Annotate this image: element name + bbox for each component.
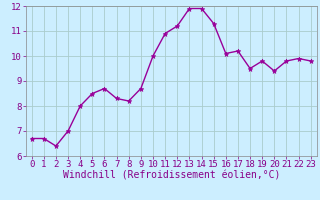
X-axis label: Windchill (Refroidissement éolien,°C): Windchill (Refroidissement éolien,°C) bbox=[62, 171, 280, 181]
